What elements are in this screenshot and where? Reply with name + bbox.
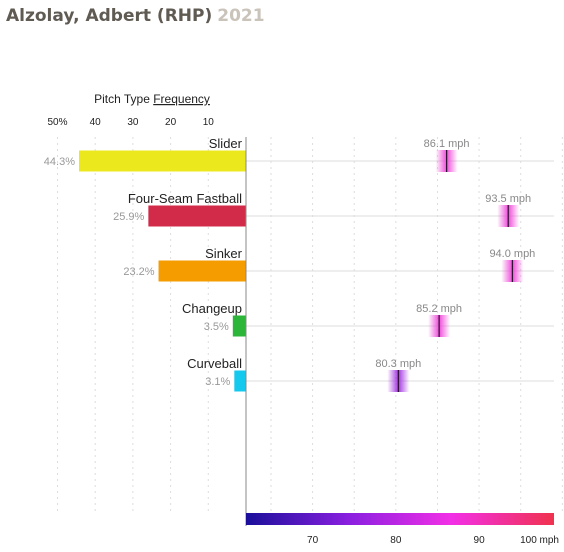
freq-tick-label: 50%: [47, 117, 67, 128]
player-name: Alzolay, Adbert (RHP): [6, 6, 213, 26]
velo-value-label: 93.5 mph: [485, 193, 531, 205]
freq-header: Pitch Type Frequency: [94, 92, 210, 106]
pitch-type-label: Sinker: [205, 246, 243, 261]
velocity-colorbar: [246, 513, 554, 525]
freq-bar: [78, 150, 246, 172]
freq-tick-label: 10: [203, 117, 215, 128]
velocity-tick-label: 100 mph: [520, 535, 559, 546]
freq-tick-label: 20: [165, 117, 177, 128]
velocity-tick-label: 70: [307, 535, 319, 546]
freq-tick-label: 30: [127, 117, 139, 128]
velo-value-label: 94.0 mph: [489, 248, 535, 260]
freq-bar: [232, 315, 246, 337]
freq-value-label: 25.9%: [113, 211, 144, 223]
freq-value-label: 23.2%: [123, 266, 154, 278]
pitch-type-label: Changeup: [182, 301, 242, 316]
freq-bar: [158, 260, 246, 282]
velocity-tick-label: 90: [474, 535, 486, 546]
freq-header-title: Pitch Type: [94, 92, 153, 106]
season-year: 2021: [217, 6, 265, 26]
freq-bar: [148, 205, 246, 227]
freq-bar: [234, 370, 246, 392]
frequency-link[interactable]: Frequency: [153, 92, 210, 106]
velo-value-label: 80.3 mph: [375, 358, 421, 370]
velo-value-label: 85.2 mph: [416, 303, 462, 315]
freq-value-label: 3.5%: [204, 321, 229, 333]
freq-value-label: 44.3%: [44, 156, 75, 168]
pitch-type-label: Slider: [209, 136, 243, 151]
pitch-type-label: Four-Seam Fastball: [128, 191, 242, 206]
freq-tick-label: 40: [90, 117, 102, 128]
velo-value-label: 86.1 mph: [424, 138, 470, 150]
chart-title: Alzolay, Adbert (RHP) 2021: [6, 6, 265, 26]
velocity-tick-label: 80: [390, 535, 402, 546]
freq-value-label: 3.1%: [205, 376, 230, 388]
pitch-type-label: Curveball: [187, 356, 242, 371]
